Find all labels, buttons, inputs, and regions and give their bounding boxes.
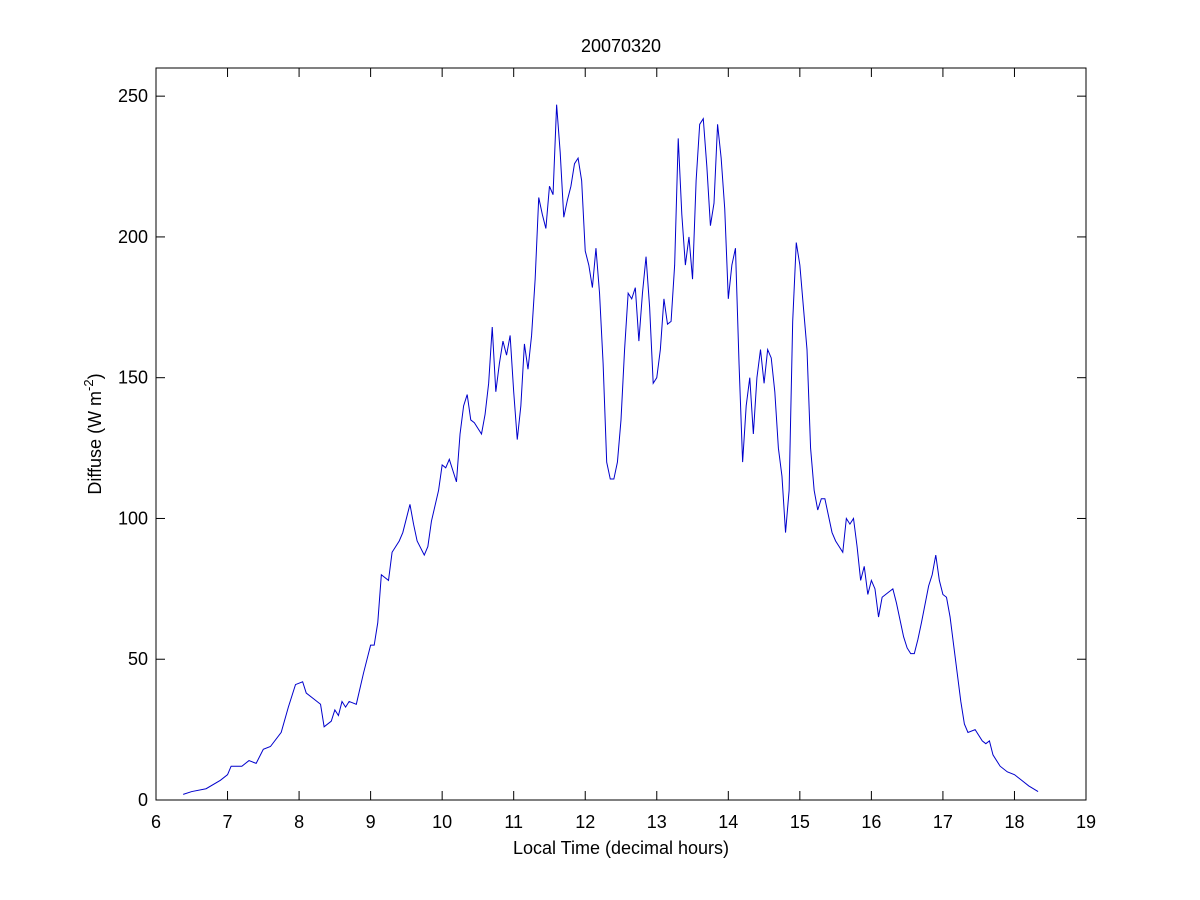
x-tick-label: 7 — [223, 812, 233, 832]
x-tick-label: 11 — [504, 812, 523, 832]
y-tick-label: 250 — [118, 86, 148, 106]
x-tick-label: 17 — [933, 812, 953, 832]
x-tick-label: 15 — [790, 812, 810, 832]
x-tick-label: 10 — [432, 812, 452, 832]
x-tick-label: 18 — [1004, 812, 1024, 832]
x-tick-label: 14 — [718, 812, 738, 832]
x-tick-label: 9 — [366, 812, 376, 832]
y-label-sup: -2 — [81, 379, 96, 391]
y-label-end: ) — [85, 373, 105, 379]
x-tick-label: 13 — [647, 812, 667, 832]
y-tick-label: 100 — [118, 508, 148, 528]
y-axis-label: Diffuse (W m-2) — [81, 373, 105, 494]
x-tick-label: 16 — [861, 812, 881, 832]
y-tick-label: 200 — [118, 227, 148, 247]
y-label-main: Diffuse (W m — [85, 391, 105, 495]
x-tick-label: 12 — [575, 812, 595, 832]
plot-frame — [155, 67, 1087, 801]
y-tick-label: 150 — [118, 368, 148, 388]
y-tick-label: 50 — [128, 649, 148, 669]
chart-title: 20070320 — [581, 36, 661, 56]
x-axis-label: Local Time (decimal hours) — [513, 838, 729, 858]
x-tick-label: 19 — [1076, 812, 1096, 832]
y-tick-label: 0 — [138, 790, 148, 810]
x-tick-label: 6 — [151, 812, 161, 832]
data-line — [183, 104, 1039, 795]
x-tick-label: 8 — [294, 812, 304, 832]
